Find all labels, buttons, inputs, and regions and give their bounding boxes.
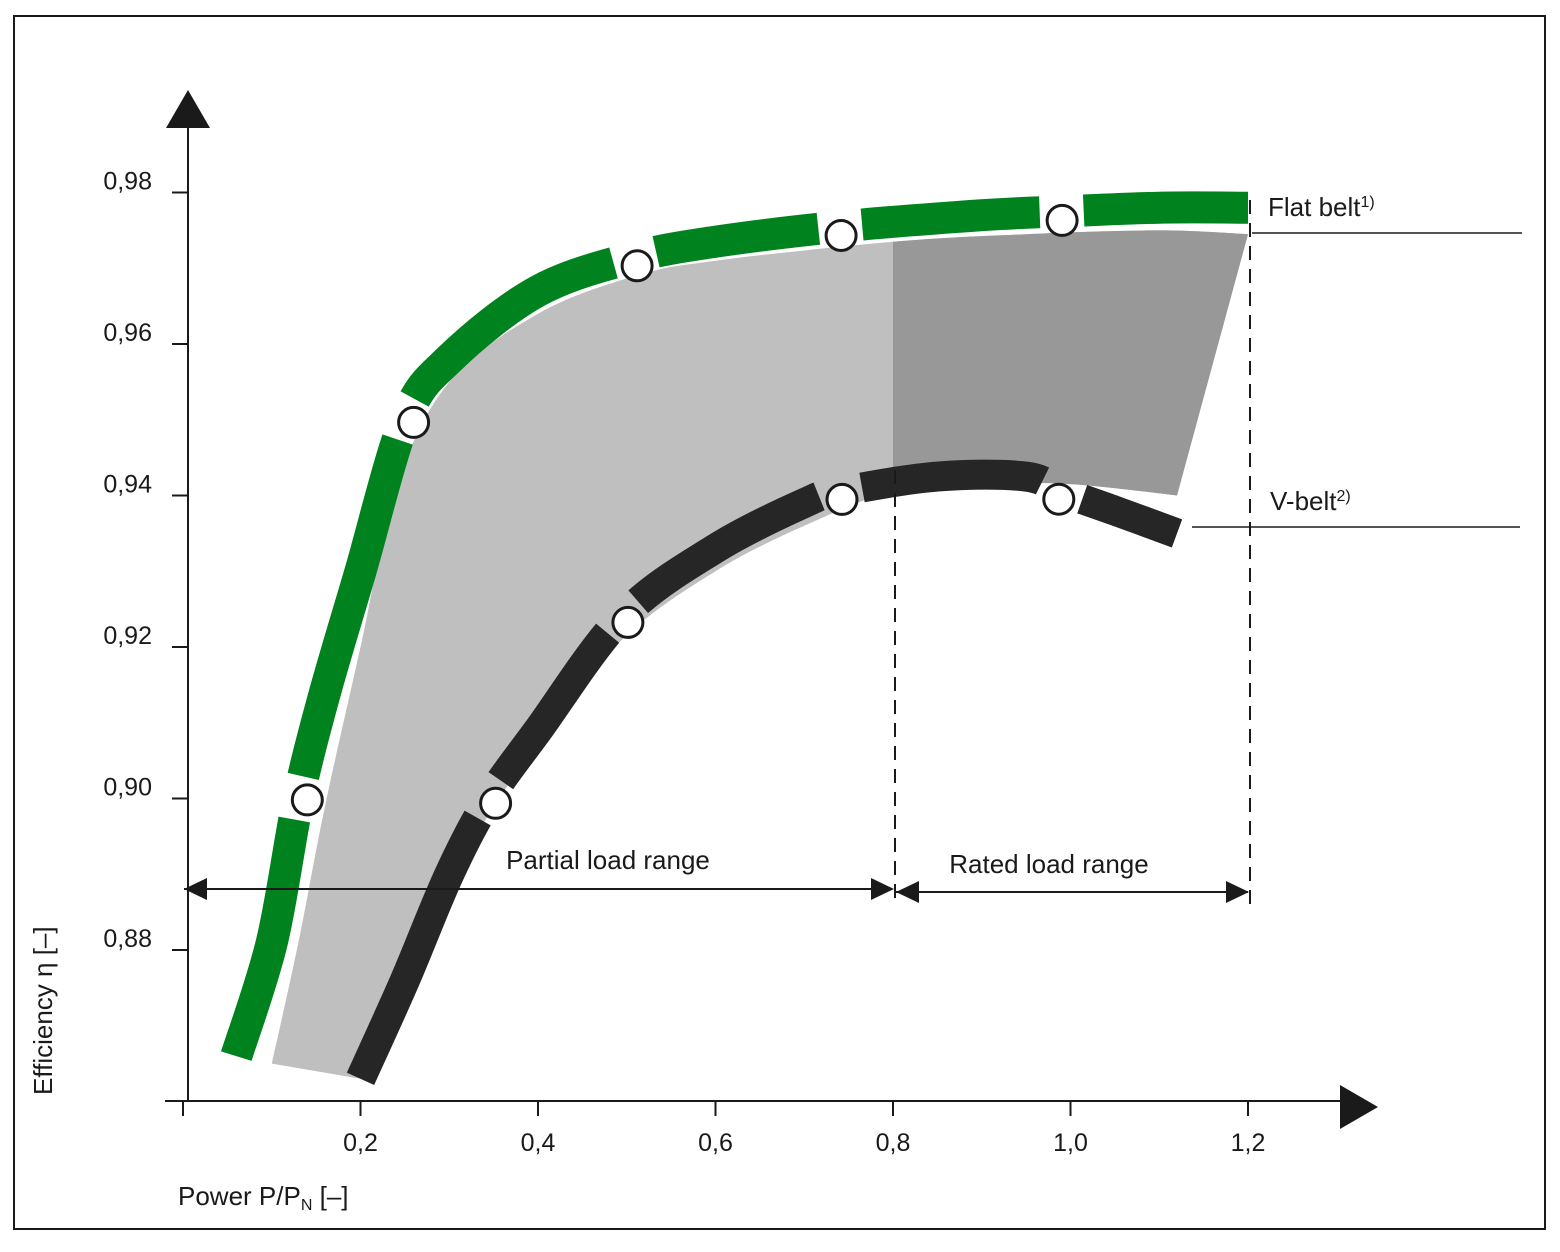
x-tick-label: 1,2 [1231, 1129, 1266, 1157]
axes [165, 90, 1378, 1129]
data-point-marker [1042, 482, 1076, 516]
data-point-marker [479, 786, 513, 820]
data-point-marker [1045, 203, 1079, 237]
y-tick-label: 0,94 [103, 471, 152, 499]
data-point-marker [397, 405, 431, 439]
y-axis-arrow [166, 90, 210, 128]
series-line [221, 191, 1249, 1061]
series-line [346, 459, 1183, 1085]
y-tick-label: 0,96 [103, 319, 152, 347]
efficiency-band [271, 230, 1248, 1079]
series-flat-belt [221, 191, 1249, 1061]
data-point-marker [290, 783, 324, 817]
partial-load-range-label: Partial load range [506, 845, 710, 875]
x-tick-label: 1,0 [1053, 1129, 1088, 1157]
partial-load-arrow-right-head [871, 878, 894, 900]
text-layer: Power P/PN [–] Efficiency η [–] 0,2 0,4 0,… [28, 168, 1375, 1215]
y-axis-label: Efficiency η [–] [28, 926, 58, 1095]
data-point-marker [611, 605, 645, 639]
y-tick-label: 0,90 [103, 774, 152, 802]
rated-load-range-label: Rated load range [949, 849, 1148, 879]
data-point-marker [825, 482, 859, 516]
series-layer [221, 191, 1249, 1085]
flat-belt-label: Flat belt1) [1268, 192, 1375, 222]
x-axis-arrow [1340, 1085, 1378, 1129]
x-tick-label: 0,6 [698, 1129, 733, 1157]
annotation-layer [184, 200, 1522, 910]
figure-frame [13, 15, 1546, 1230]
rated-load-arrow-right-head [1226, 881, 1249, 903]
y-tick-label: 0,92 [103, 622, 152, 650]
x-tick-label: 0,4 [521, 1129, 556, 1157]
partial-load-arrow-left-head [184, 878, 207, 900]
y-tick-label: 0,98 [103, 168, 152, 196]
rated-load-arrow-left-head [896, 881, 919, 903]
x-tick-label: 0,8 [876, 1129, 911, 1157]
x-tick-label: 0,2 [343, 1129, 378, 1157]
data-point-marker [824, 219, 858, 252]
series-v-belt [346, 459, 1183, 1085]
data-point-marker [620, 249, 654, 283]
v-belt-label: V-belt2) [1270, 486, 1351, 516]
band-rated-load [893, 230, 1248, 1079]
x-axis-label: Power P/PN [–] [178, 1181, 349, 1214]
y-tick-label: 0,88 [103, 925, 152, 953]
